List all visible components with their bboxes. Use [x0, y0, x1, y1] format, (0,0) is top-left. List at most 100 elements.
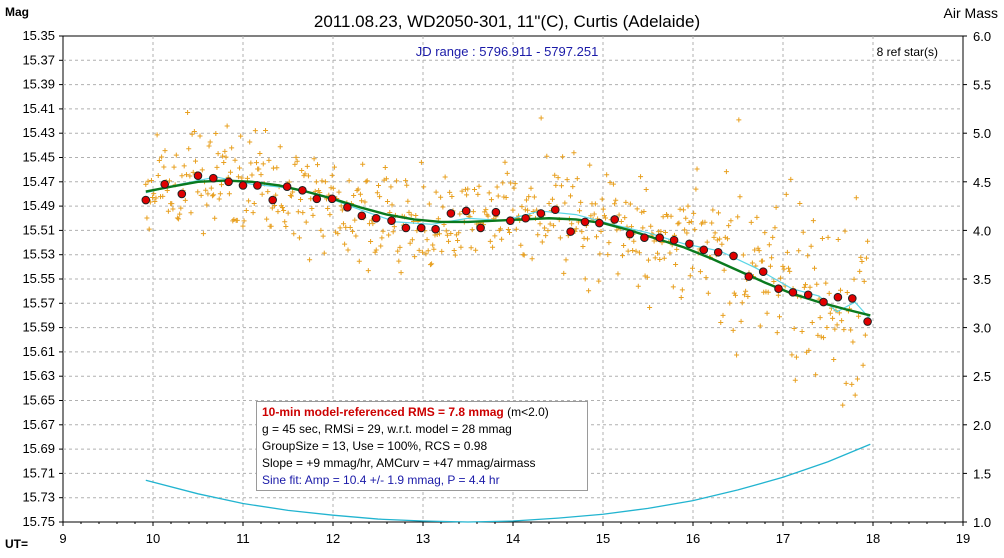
y2-tick-label: 4.5	[973, 175, 991, 190]
binned-point	[446, 209, 456, 218]
rms-value: 10-min model-referenced RMS = 7.8 mmag	[262, 405, 504, 419]
binned-point	[160, 179, 169, 189]
y-tick-label: 15.65	[22, 393, 55, 408]
y-tick-label: 15.57	[22, 295, 55, 310]
binned-point	[640, 233, 649, 242]
binned-point	[655, 233, 665, 242]
group-line: GroupSize = 13, Use = 100%, RCS = 0.98	[262, 439, 488, 453]
y-tick-label: 15.49	[22, 198, 55, 213]
rms-line: 10-min model-referenced RMS = 7.8 mmag (…	[262, 404, 582, 421]
x-tick-label: 16	[686, 531, 700, 546]
binned-point	[327, 194, 337, 204]
binned-point	[595, 218, 604, 228]
y-tick-label: 15.47	[22, 174, 55, 189]
y-tick-label: 15.43	[22, 125, 55, 140]
binned-point	[416, 223, 426, 233]
binned-point	[224, 177, 233, 187]
y-tick-label: 15.41	[22, 101, 55, 116]
y-tick-label: 15.51	[22, 222, 55, 237]
raw-measurements	[143, 110, 871, 408]
x-tick-label: 13	[416, 531, 430, 546]
x-tick-label: 12	[326, 531, 340, 546]
binned-point	[506, 216, 515, 225]
sampling-line: g = 45 sec, RMSi = 29, w.r.t. model = 28…	[262, 422, 512, 436]
axis-ticks: 9 10 11 12 13 14 15 16 17 18 19 15.35 15.37 15.39 15.4…	[22, 28, 991, 546]
airmass-curve	[145, 443, 871, 523]
y-tick-label: 15.45	[22, 150, 55, 165]
ref-stars-label: 8 ref star(s)	[877, 45, 938, 59]
binned-point	[431, 224, 440, 234]
y-axis-label-left: Mag	[5, 5, 29, 19]
rms-condition: (m<2.0)	[507, 405, 549, 419]
binned-point	[713, 247, 723, 257]
y-tick-label: 15.61	[22, 344, 55, 359]
y-tick-label: 15.67	[22, 417, 55, 432]
y2-tick-label: 1.0	[973, 515, 991, 530]
binned-point	[758, 267, 768, 277]
binned-point	[209, 173, 218, 183]
binned-point	[193, 171, 203, 181]
binned-point	[253, 181, 262, 190]
y-tick-label: 15.73	[22, 490, 55, 505]
y2-tick-label: 3.5	[973, 272, 991, 287]
binned-point	[268, 195, 278, 205]
y2-tick-label: 5.5	[973, 78, 991, 93]
binned-point	[685, 239, 694, 249]
jd-range-label: JD range : 5796.911 - 5797.251	[416, 44, 599, 59]
y-tick-label: 15.55	[22, 271, 55, 286]
statistics-box: 10-min model-referenced RMS = 7.8 mmag (…	[256, 401, 588, 491]
binned-point	[141, 195, 151, 205]
x-tick-label: 10	[146, 531, 160, 546]
y2-tick-label: 2.0	[973, 418, 991, 433]
binned-point	[863, 317, 872, 326]
x-tick-label: 11	[236, 531, 250, 546]
y-tick-label: 15.69	[22, 441, 55, 456]
binned-point	[774, 284, 783, 294]
binned-point	[521, 213, 530, 223]
binned-point	[610, 215, 620, 224]
binned-point	[729, 251, 738, 261]
binned-point	[343, 203, 352, 212]
y-tick-label: 15.53	[22, 247, 55, 262]
x-tick-label: 9	[59, 531, 66, 546]
binned-point	[625, 229, 635, 239]
y2-tick-label: 6.0	[973, 29, 991, 44]
binned-point	[491, 207, 501, 217]
binned-point	[699, 245, 709, 255]
y2-tick-label: 1.5	[973, 466, 991, 481]
binned-point	[401, 223, 411, 233]
y-tick-label: 15.63	[22, 368, 55, 383]
binned-point	[744, 272, 754, 281]
x-tick-label: 15	[596, 531, 610, 546]
binned-point	[566, 227, 575, 236]
binned-point	[238, 181, 248, 190]
slope-line: Slope = +9 mmag/hr, AMCurv = +47 mmag/ai…	[262, 456, 536, 470]
binned-point	[357, 211, 367, 221]
x-tick-label: 17	[776, 531, 790, 546]
sine-fit-line: Sine fit: Amp = 10.4 +/- 1.9 mmag, P = 4…	[262, 473, 500, 487]
binned-point	[536, 209, 546, 218]
x-tick-label: 19	[956, 531, 970, 546]
binned-point	[387, 216, 396, 225]
binned-point	[476, 223, 485, 233]
y-tick-label: 15.39	[22, 77, 55, 92]
binned-point	[580, 217, 590, 227]
binned-point	[177, 189, 187, 199]
x-tick-label: 14	[506, 531, 520, 546]
binned-point	[298, 186, 307, 195]
binned-point	[551, 205, 560, 215]
y-tick-label: 15.75	[22, 514, 55, 529]
y-tick-label: 15.71	[22, 465, 55, 480]
x-tick-label: 18	[866, 531, 880, 546]
binned-point	[833, 292, 843, 302]
raw-point-crosses	[143, 110, 871, 408]
binned-point	[803, 290, 813, 300]
binned-point	[669, 235, 679, 245]
y-tick-label: 15.37	[22, 52, 55, 67]
y-tick-label: 15.59	[22, 320, 55, 335]
binned-point	[282, 182, 292, 191]
y2-tick-label: 3.0	[973, 321, 991, 336]
binned-point	[312, 194, 322, 204]
y2-tick-label: 2.5	[973, 369, 991, 384]
binned-point	[848, 294, 857, 303]
